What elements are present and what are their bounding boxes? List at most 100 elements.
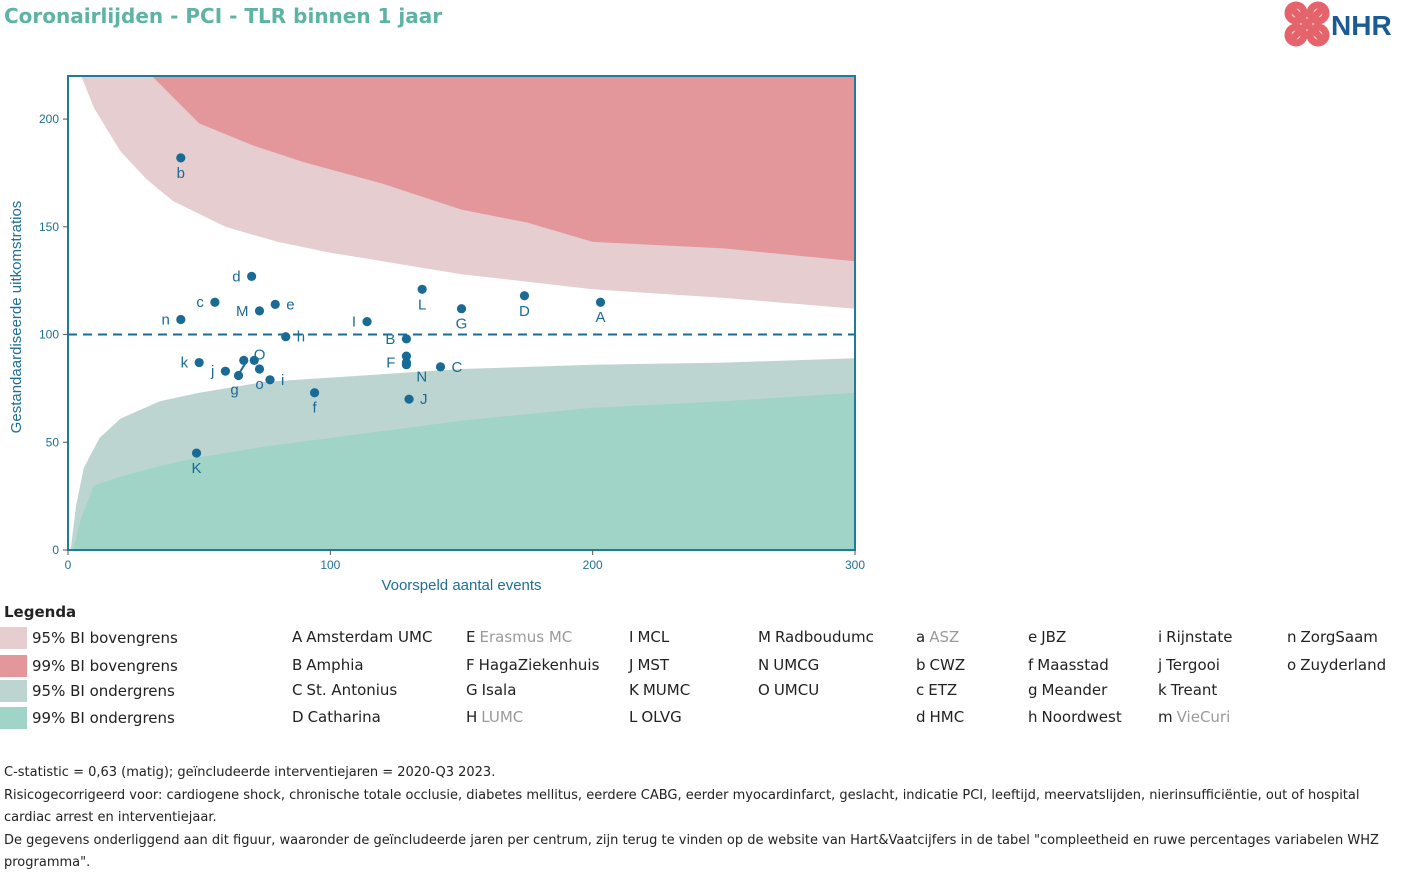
hospital-name: MST <box>637 656 670 674</box>
hospital-code: L <box>629 708 638 726</box>
point-label-M: M <box>236 303 249 320</box>
legend-hospital-b: b CWZ <box>916 656 965 674</box>
footer-c-statistic: C-statistic = 0,63 (matig); geïncludeerd… <box>4 765 496 780</box>
hospital-code: j <box>1158 656 1163 674</box>
legend-hospital-e: e JBZ <box>1028 628 1066 646</box>
hospital-name: MCL <box>637 628 670 646</box>
point-i <box>265 375 275 385</box>
page-title: Coronairlijden - PCI - TLR binnen 1 jaar <box>4 4 443 28</box>
point-B <box>401 334 412 344</box>
hospital-code: n <box>1287 628 1297 646</box>
point-label-A: A <box>596 309 606 326</box>
legend-swatch-label: 99% BI bovengrens <box>32 657 178 675</box>
point-m <box>249 355 259 365</box>
hospital-name: Meander <box>1041 681 1108 699</box>
point-label-c: c <box>196 294 204 311</box>
hospital-code: i <box>1158 628 1163 646</box>
point-M <box>254 306 265 316</box>
hospital-code: E <box>466 628 476 646</box>
y-axis: 0 50 100 150 200 <box>39 112 68 557</box>
hospital-name: Noordwest <box>1041 708 1122 726</box>
hospital-name: CWZ <box>929 656 966 674</box>
hospital-code: g <box>1028 681 1038 699</box>
band-lower-99 <box>73 392 855 550</box>
point-d <box>247 271 257 281</box>
legend-swatch <box>0 707 27 729</box>
legend-hospital-B: B Amphia <box>292 656 364 674</box>
legend-hospital-n: n ZorgSaam <box>1287 628 1378 646</box>
hospital-name: St. Antonius <box>306 681 398 699</box>
y-tick-label: 0 <box>52 543 59 557</box>
logo-graphic: NHR <box>1284 1 1392 47</box>
y-tick-label: 150 <box>39 220 59 234</box>
legend-hospital-a: a ASZ <box>916 628 959 646</box>
hospital-name: Catharina <box>307 708 381 726</box>
hospital-code: F <box>466 656 475 674</box>
point-label-b: b <box>177 165 185 182</box>
point-K <box>191 448 202 458</box>
plot-frame <box>67 75 856 551</box>
point-label-K: K <box>192 460 202 477</box>
point-label-N: N <box>416 369 427 386</box>
y-tick-label: 200 <box>39 112 59 126</box>
point-n <box>176 314 186 325</box>
hospital-code: O <box>758 681 770 699</box>
hospital-code: h <box>1028 708 1038 726</box>
point-label-e: e <box>286 296 294 313</box>
hospital-name: JBZ <box>1041 628 1067 646</box>
legend-hospital-A: A Amsterdam UMC <box>292 628 432 646</box>
point-e <box>270 299 280 309</box>
point-A <box>595 297 606 307</box>
y-tick-label: 100 <box>39 328 59 342</box>
hospital-code: a <box>916 628 926 646</box>
legend-swatch <box>0 680 27 702</box>
nhr-logo: NHR <box>1283 0 1411 48</box>
legend-hospital-h: h Noordwest <box>1028 708 1122 726</box>
x-tick-label: 300 <box>845 558 865 572</box>
legend-hospital-I: I MCL <box>629 628 669 646</box>
point-label-C: C <box>452 359 463 376</box>
hospital-name: Zuyderland <box>1300 656 1387 674</box>
hospital-code: H <box>466 708 478 726</box>
logo-text: NHR <box>1331 10 1392 41</box>
point-label-o: o <box>255 376 263 393</box>
legend-hospital-d: d HMC <box>916 708 964 726</box>
legend-lower95: 95% BI ondergrens <box>0 680 175 702</box>
y-axis-label: Gestandaardiseerde uitkomstratios <box>8 201 25 434</box>
point-label-k: k <box>181 355 189 372</box>
legend-hospital-N: N UMCG <box>758 656 819 674</box>
point-label-g: g <box>230 381 238 398</box>
hospital-code: B <box>292 656 303 674</box>
hospital-name: UMCG <box>773 656 820 674</box>
hospital-code: M <box>758 628 771 646</box>
legend-hospital-J: J MST <box>629 656 669 674</box>
y-tick-label: 50 <box>46 435 60 449</box>
point-b <box>176 153 186 163</box>
hospital-name: Amsterdam UMC <box>306 628 433 646</box>
point-label-h: h <box>297 329 305 346</box>
hospital-name: Treant <box>1170 681 1218 699</box>
hospital-code: G <box>466 681 478 699</box>
point-f <box>309 388 320 398</box>
legend-hospital-M: M Radboudumc <box>758 628 874 646</box>
hospital-name: Isala <box>481 681 517 699</box>
point-I <box>362 317 372 327</box>
hospital-name: HMC <box>929 708 965 726</box>
legend-hospital-L: L OLVG <box>629 708 682 726</box>
hospital-name: LUMC <box>481 708 524 726</box>
hospital-code: I <box>629 628 634 646</box>
point-C <box>435 362 446 372</box>
funnel-chart: 0 50 100 150 200 0 100 200 300 A B C D F Gh i Ij J Kk L M N… <box>8 75 865 594</box>
hospital-code: N <box>758 656 770 674</box>
legend-hospital-G: G Isala <box>466 681 516 699</box>
footer-risk-adjustment: Risicogecorrigeerd voor: cardiogene shoc… <box>4 787 1360 826</box>
point-E <box>401 351 412 361</box>
legend-hospital-c: c ETZ <box>916 681 957 699</box>
legend-hospital-i: i Rijnstate <box>1158 628 1232 646</box>
hospital-code: o <box>1287 656 1297 674</box>
legend-swatch <box>0 655 27 677</box>
legend-swatch <box>0 627 27 649</box>
hospital-name: Radboudumc <box>774 628 874 646</box>
legend-hospital-j: j Tergooi <box>1158 656 1220 674</box>
legend-upper95: 95% BI bovengrens <box>0 627 178 649</box>
